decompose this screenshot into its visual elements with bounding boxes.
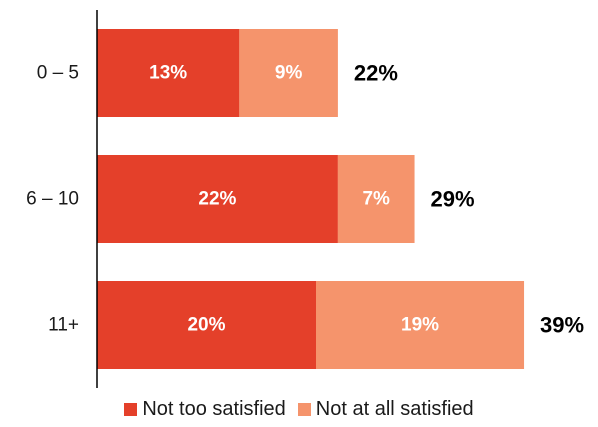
legend-label-not-at-all-satisfied: Not at all satisfied (315, 398, 474, 420)
legend: Not too satisfied Not at all satisfied (0, 398, 598, 421)
legend-swatch-not-too-satisfied (124, 403, 138, 416)
category-label: 6 – 10 (26, 189, 79, 210)
bar-segment (337, 155, 415, 243)
total-value-label: 22% (354, 61, 398, 86)
legend-item-not-too-satisfied: Not too satisfied (124, 398, 286, 421)
total-value-label: 39% (540, 313, 584, 338)
bar-segment (239, 29, 338, 117)
segment-value-label: 13% (149, 63, 187, 84)
segment-value-label: 19% (401, 315, 439, 336)
legend-label-not-too-satisfied: Not too satisfied (142, 398, 286, 420)
bars-layer: 0 – 5 13% 9% 22% 6 – 10 22% 7% 29% 11+ 20% 19% 39% (26, 29, 584, 369)
total-value-label: 29% (431, 187, 475, 212)
legend-item-not-at-all-satisfied: Not at all satisfied (297, 398, 474, 421)
segment-value-label: 9% (275, 63, 303, 84)
segment-value-label: 20% (187, 315, 225, 336)
category-label: 0 – 5 (37, 63, 79, 84)
segment-value-label: 22% (198, 189, 236, 210)
segment-value-label: 7% (362, 189, 390, 210)
bar-segment (97, 281, 316, 369)
category-label: 11+ (48, 315, 79, 336)
bar-segment (97, 29, 240, 117)
bar-segment (316, 281, 525, 369)
legend-swatch-not-at-all-satisfied (297, 403, 311, 416)
bar-segment (97, 155, 338, 243)
